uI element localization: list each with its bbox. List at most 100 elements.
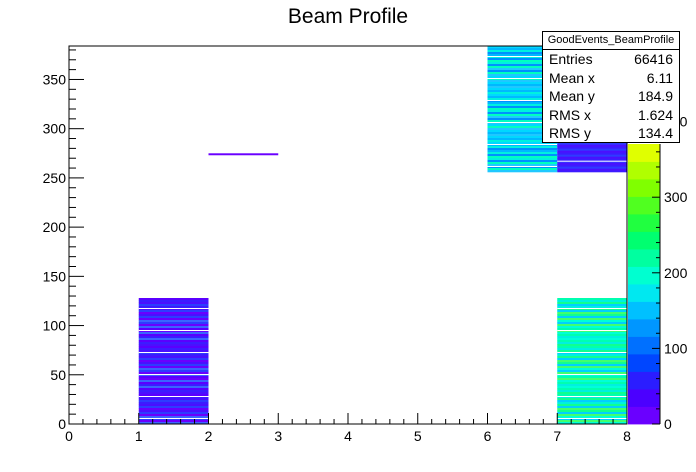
heatmap-cell xyxy=(557,148,627,151)
heatmap-cell xyxy=(138,336,209,339)
colorbar-segment xyxy=(628,266,660,285)
heatmap-cell xyxy=(487,150,558,153)
heatmap-cell xyxy=(138,376,209,379)
heatmap-cell xyxy=(138,422,209,425)
heatmap-cell xyxy=(138,400,209,403)
heatmap-cell xyxy=(487,152,558,155)
heatmap-cell xyxy=(138,378,209,381)
heatmap-cell xyxy=(487,170,558,173)
heatmap-cell xyxy=(487,54,558,57)
stats-label: RMS y xyxy=(549,125,591,142)
heatmap-cell xyxy=(138,418,209,421)
heatmap-cell xyxy=(487,134,558,137)
heatmap-cell xyxy=(557,310,627,313)
heatmap-cell xyxy=(557,358,627,361)
heatmap-cell xyxy=(487,64,558,67)
heatmap-cell xyxy=(138,358,209,361)
heatmap-cell xyxy=(487,90,558,93)
colorbar-segment xyxy=(628,319,660,337)
heatmap-gap xyxy=(557,160,627,162)
heatmap-cell xyxy=(138,326,209,329)
heatmap-cell xyxy=(138,390,209,393)
heatmap-cell xyxy=(487,130,558,133)
stats-row-rms-y: RMS y 134.4 xyxy=(543,124,679,143)
heatmap-cell xyxy=(487,82,558,85)
heatmap-cell xyxy=(557,156,627,159)
heatmap-cell xyxy=(557,324,627,327)
heatmap-cell xyxy=(487,68,558,71)
heatmap-gap xyxy=(138,330,209,331)
heatmap-cell xyxy=(557,340,627,343)
colorbar-segment xyxy=(628,354,660,372)
heatmap-cell xyxy=(138,342,209,345)
heatmap-gap xyxy=(138,352,209,353)
colorbar-segment xyxy=(628,406,660,425)
heatmap-cell xyxy=(557,320,627,323)
heatmap-cell xyxy=(487,88,558,91)
heatmap-cell xyxy=(138,318,209,321)
heatmap-cell xyxy=(557,298,627,301)
heatmap-cell xyxy=(557,158,627,161)
y-tick-label: 150 xyxy=(43,268,67,284)
colorbar-segment xyxy=(628,179,660,197)
heatmap-cell xyxy=(557,382,627,385)
heatmap-cell xyxy=(138,320,209,323)
heatmap-gap xyxy=(557,396,627,397)
heatmap-region xyxy=(208,153,279,156)
heatmap-cell xyxy=(138,364,209,367)
heatmap-cell xyxy=(487,60,558,63)
heatmap-cell xyxy=(557,388,627,391)
heatmap-cell xyxy=(487,100,558,103)
heatmap-cell xyxy=(487,46,558,49)
colorbar-segment xyxy=(628,214,660,232)
heatmap-cell xyxy=(487,94,558,97)
heatmap-cell xyxy=(138,392,209,395)
y-tick-label: 50 xyxy=(50,367,66,383)
heatmap-gap xyxy=(557,374,627,375)
heatmap-cell xyxy=(487,72,558,75)
stats-row-rms-x: RMS x 1.624 xyxy=(543,106,679,125)
heatmap-cell xyxy=(557,418,627,421)
heatmap-cell xyxy=(487,52,558,55)
heatmap-cell xyxy=(557,336,627,339)
heatmap-cell xyxy=(557,344,627,347)
heatmap-cell xyxy=(138,340,209,343)
stats-row-mean-y: Mean y 184.9 xyxy=(543,87,679,106)
heatmap-cell xyxy=(487,50,558,53)
heatmap-cell xyxy=(557,408,627,411)
colorbar-tick-label: 0 xyxy=(664,416,672,432)
heatmap-cell xyxy=(487,106,558,109)
heatmap-cell xyxy=(487,66,558,69)
heatmap-cell xyxy=(557,330,627,333)
heatmap-cell xyxy=(557,162,627,165)
heatmap-cell xyxy=(557,414,627,417)
heatmap-cell xyxy=(487,102,558,105)
heatmap-cell xyxy=(557,372,627,375)
heatmap-cell xyxy=(557,170,627,173)
heatmap-cell xyxy=(557,334,627,337)
heatmap-cell xyxy=(557,348,627,351)
heatmap-cell xyxy=(138,410,209,413)
heatmap-cell xyxy=(487,118,558,121)
heatmap-cell xyxy=(557,300,627,303)
heatmap-cell xyxy=(557,366,627,369)
y-tick-label: 0 xyxy=(58,416,66,432)
heatmap-cell xyxy=(208,153,279,156)
heatmap-cell xyxy=(557,302,627,305)
heatmap-cell xyxy=(138,368,209,371)
heatmap-cell xyxy=(138,350,209,353)
heatmap-cell xyxy=(487,76,558,79)
heatmap-cell xyxy=(487,80,558,83)
heatmap-cell xyxy=(487,122,558,125)
heatmap-cell xyxy=(557,332,627,335)
heatmap-cell xyxy=(557,412,627,415)
heatmap-cell xyxy=(138,316,209,319)
x-tick-label: 5 xyxy=(414,428,422,444)
heatmap-cell xyxy=(557,346,627,349)
heatmap-cell xyxy=(557,416,627,419)
heatmap-region xyxy=(487,46,558,173)
stats-box: GoodEvents_BeamProfile Entries 66416 Mea… xyxy=(542,31,680,143)
heatmap-cell xyxy=(557,376,627,379)
heatmap-gap xyxy=(487,122,558,123)
